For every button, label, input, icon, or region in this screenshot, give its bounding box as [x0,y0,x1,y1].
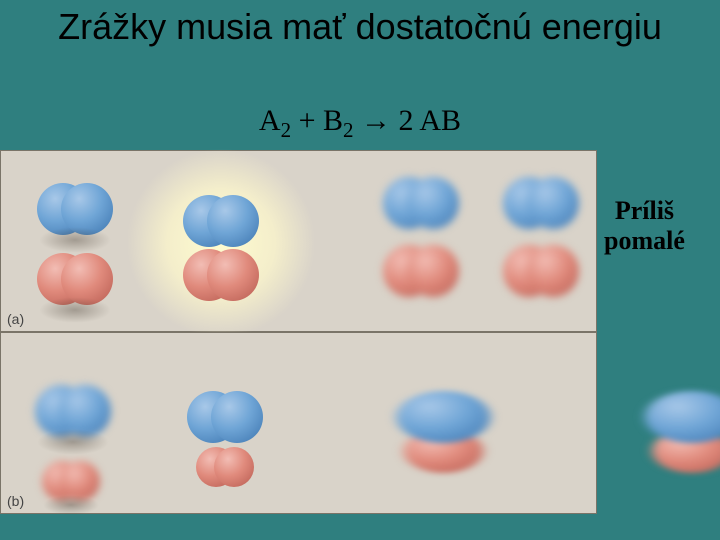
molecule [0,333,720,513]
eq-b: B [323,104,343,137]
blue-atom [645,391,720,443]
eq-b-sub: 2 [343,118,354,142]
eq-rhs: 2 AB [399,104,462,137]
eq-a-sub: 2 [281,118,292,142]
eq-arrow: → [361,104,399,137]
annot-l1: Príliš [615,196,674,225]
panel-a: (a) [0,150,597,332]
eq-plus: + [299,104,323,137]
slide-title: Zrážky musia mať dostatočnú energiu [0,6,720,48]
equation: A2 + B2 → 2 AB [0,104,720,143]
annotation: Príliš pomalé [604,196,685,256]
panel-b: (b) [0,332,597,514]
eq-a: A [259,104,281,137]
annot-l2: pomalé [604,226,685,255]
slide: Zrážky musia mať dostatočnú energiu A2 +… [0,0,720,540]
red-atom [527,245,579,297]
molecule [1,151,596,331]
